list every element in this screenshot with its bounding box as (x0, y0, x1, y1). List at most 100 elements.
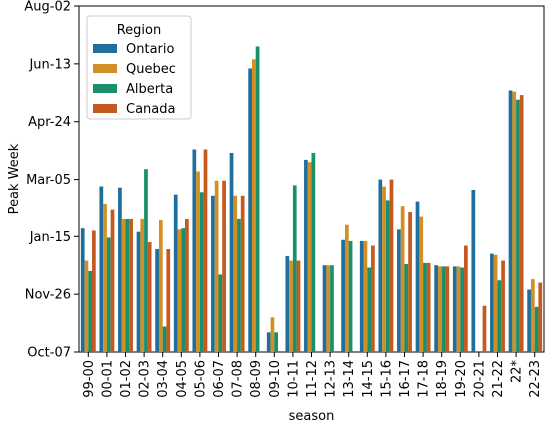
bar-ontario (285, 255, 290, 352)
bar-ontario (192, 149, 197, 352)
bar-canada (240, 195, 245, 352)
bar-ontario (99, 186, 104, 352)
y-axis-title: Peak Week (7, 143, 22, 214)
bar-alberta (311, 152, 316, 352)
bars (80, 46, 543, 353)
bar-alberta (237, 218, 241, 352)
bar-ontario (527, 289, 531, 352)
x-tick-label: 12-13 (324, 360, 339, 398)
x-tick-label: 05-06 (193, 360, 208, 398)
bar-ontario (415, 201, 420, 352)
bar-quebec (270, 317, 275, 352)
y-tick-label: Apr-24 (28, 115, 71, 130)
bar-ontario (508, 90, 513, 352)
bar-alberta (162, 326, 167, 352)
bar-quebec (196, 171, 200, 352)
bar-canada (501, 260, 505, 352)
bar-quebec (344, 224, 349, 352)
bar-quebec (326, 265, 331, 352)
bar-quebec (121, 218, 126, 352)
bar-alberta (106, 237, 111, 352)
bar-quebec (289, 260, 293, 352)
bar-alberta (199, 192, 204, 352)
bar-quebec (307, 162, 312, 352)
x-tick-label: 11-12 (305, 360, 320, 398)
legend-title: Region (117, 23, 162, 38)
bar-quebec (530, 279, 535, 352)
bar-quebec (103, 203, 107, 352)
bar-canada (426, 262, 431, 352)
x-tick-label: 21-22 (491, 360, 506, 398)
legend-label: Ontario (126, 42, 174, 57)
bar-canada (389, 179, 394, 352)
y-tick-label: Oct-07 (27, 346, 71, 361)
legend-frame (86, 15, 192, 120)
bar-alberta (441, 266, 446, 352)
bar-ontario (471, 189, 476, 352)
bar-ontario (397, 229, 401, 352)
bar-alberta (274, 332, 279, 352)
x-axis-title: season (289, 409, 335, 424)
x-tick-label: 13-14 (342, 360, 357, 398)
bar-ontario (80, 228, 85, 352)
bar-canada (203, 149, 208, 352)
bar-canada (185, 218, 189, 352)
bar-canada (445, 266, 450, 352)
bar-alberta (348, 240, 353, 352)
bar-ontario (118, 187, 122, 352)
bar-canada (166, 249, 171, 352)
bar-alberta (181, 228, 186, 352)
bar-canada (110, 209, 115, 352)
bar-ontario (322, 265, 327, 352)
x-tick-label: 18-19 (435, 360, 450, 398)
bar-canada (464, 245, 468, 352)
legend: Region Ontario Quebec Alberta Canada (86, 15, 192, 120)
x-tick-label: 16-17 (398, 360, 413, 398)
bar-ontario (378, 179, 383, 352)
bar-canada (147, 242, 152, 352)
bar-alberta (534, 306, 539, 352)
x-tick-label: 20-21 (472, 360, 487, 398)
bar-ontario (155, 249, 159, 352)
bar-alberta (292, 185, 297, 352)
x-tick-label: 02-03 (138, 360, 153, 398)
bar-quebec (84, 260, 89, 352)
bar-ontario (452, 266, 457, 352)
bar-canada (129, 218, 133, 352)
y-tick-label: Jan-15 (29, 230, 71, 245)
bar-canada (222, 180, 226, 352)
bar-canada (482, 305, 487, 352)
bar-alberta (460, 267, 465, 352)
y-tick-label: Aug-02 (24, 0, 71, 15)
x-tick-label: 04-05 (175, 360, 190, 398)
y-axis-ticks: Oct-07 Nov-26 Jan-15 Mar-05 Apr-24 Jun-13 Aug-… (24, 0, 79, 361)
bar-ontario (173, 194, 178, 352)
bar-ontario (490, 253, 494, 352)
bar-alberta (88, 270, 93, 352)
legend-swatch (93, 64, 117, 73)
bar-alberta (144, 169, 148, 352)
x-tick-label: 00-01 (100, 360, 115, 398)
bar-quebec (177, 229, 182, 352)
bar-alberta (385, 200, 390, 352)
bar-canada (519, 95, 524, 353)
x-tick-label: 19-20 (454, 360, 469, 398)
x-axis-ticks: 99-00 00-01 01-02 02-03 03-04 04-05 05-06 06-07… (82, 352, 543, 398)
bar-canada (538, 282, 543, 352)
bar-quebec (158, 220, 163, 352)
x-tick-label: 17-18 (417, 360, 432, 398)
bar-ontario (136, 231, 141, 352)
legend-label: Quebec (126, 62, 176, 77)
bar-alberta (516, 99, 520, 352)
x-tick-label: 14-15 (361, 360, 376, 398)
x-tick-label: 10-11 (286, 360, 301, 398)
bar-ontario (248, 68, 252, 353)
x-tick-label: 22-23 (528, 360, 543, 398)
bar-quebec (233, 195, 238, 352)
bar-quebec (363, 240, 368, 352)
bar-quebec (456, 266, 461, 352)
legend-swatch (93, 104, 117, 113)
bar-canada (296, 260, 301, 352)
bar-alberta (125, 218, 130, 352)
bar-alberta (423, 262, 427, 352)
